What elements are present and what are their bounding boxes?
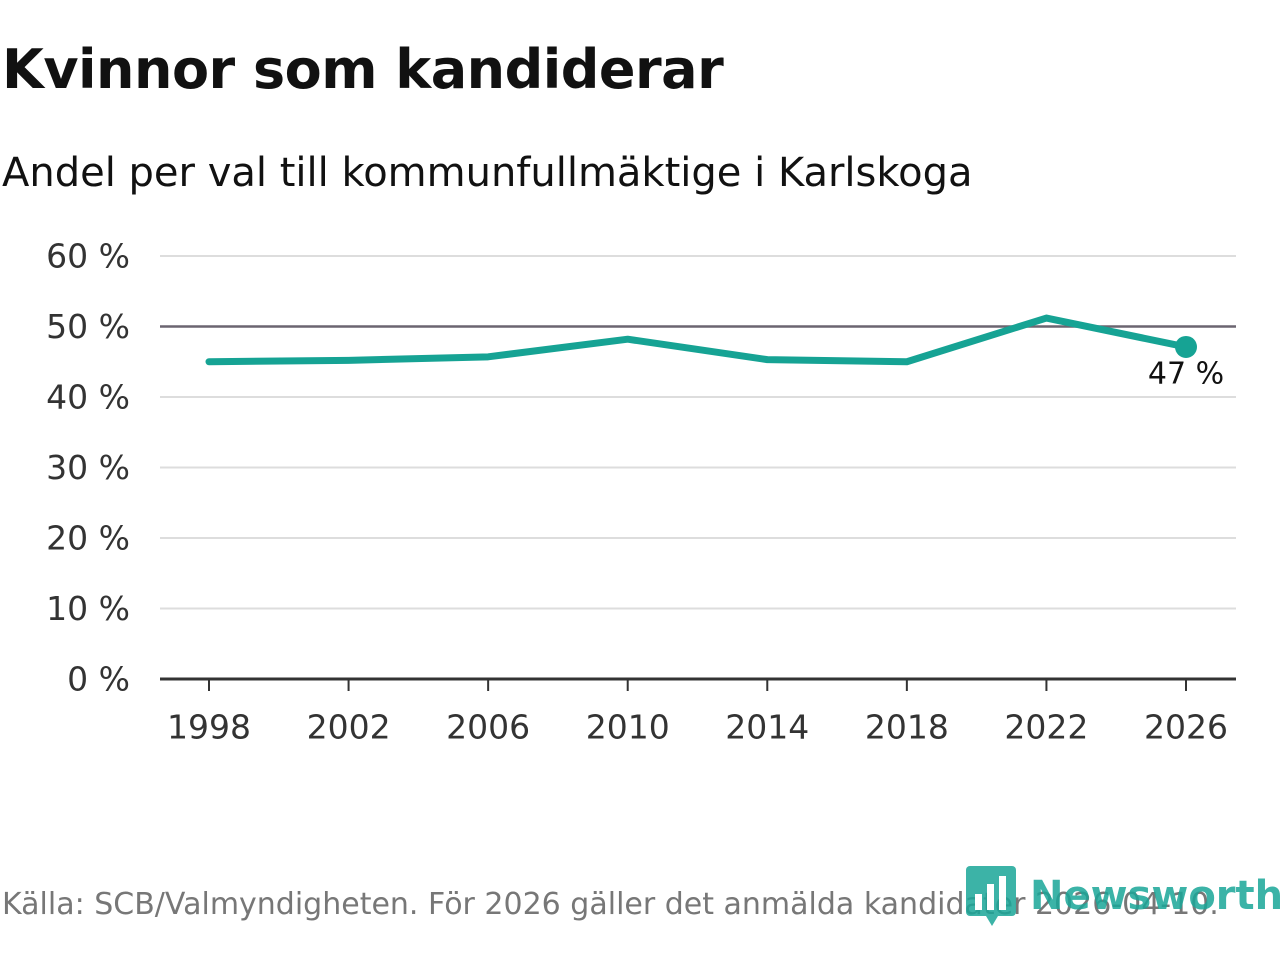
x-tick-label: 2002 xyxy=(307,708,391,747)
chart-title: Kvinnor som kandiderar xyxy=(2,38,724,101)
data-label-last: 47 % xyxy=(1148,356,1224,391)
y-tick-label: 10 % xyxy=(46,589,130,628)
x-tick-label: 2018 xyxy=(865,708,949,747)
x-tick-label: 2006 xyxy=(446,708,530,747)
x-tick-label: 2022 xyxy=(1004,708,1088,747)
y-tick-label: 0 % xyxy=(67,660,130,699)
y-tick-label: 30 % xyxy=(46,448,130,487)
source-note: Källa: SCB/Valmyndigheten. För 2026 gäll… xyxy=(2,887,1219,922)
y-tick-label: 20 % xyxy=(46,519,130,558)
line-chart: 0 % 10 % 20 % 30 % 40 % 50 % 60 % 1998 2002 2006 2… xyxy=(46,237,1236,747)
series-line xyxy=(205,314,1190,366)
x-tick-label: 2010 xyxy=(586,708,670,747)
x-tick-label: 2026 xyxy=(1144,708,1228,747)
chart-subtitle: Andel per val till kommunfullmäktige i K… xyxy=(2,150,973,196)
x-tick-label: 2014 xyxy=(725,708,809,747)
newsworthy-logo: Newsworthy xyxy=(966,866,1280,926)
x-tick-label: 1998 xyxy=(167,708,251,747)
y-tick-label: 60 % xyxy=(46,237,130,276)
y-tick-label: 40 % xyxy=(46,378,130,417)
y-tick-label: 50 % xyxy=(46,307,130,346)
newsworthy-logo-text: Newsworthy xyxy=(1030,873,1280,919)
last-data-point xyxy=(1175,335,1197,358)
newsworthy-logo-icon xyxy=(966,866,1016,926)
